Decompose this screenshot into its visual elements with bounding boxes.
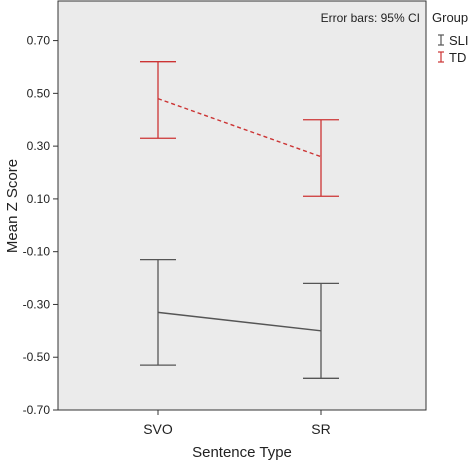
- y-tick-label: 0.10: [27, 192, 51, 206]
- x-tick-label: SVO: [143, 421, 173, 437]
- y-tick-label: -0.10: [23, 245, 51, 259]
- y-tick-label: 0.30: [27, 139, 51, 153]
- y-tick-label: -0.50: [23, 350, 51, 364]
- y-tick-label: 0.70: [27, 34, 51, 48]
- x-axis-title: Sentence Type: [192, 444, 292, 461]
- series-line-sli: [157, 311, 322, 332]
- y-tick-label: 0.50: [27, 86, 51, 100]
- y-tick-label: -0.70: [23, 403, 51, 417]
- y-axis-title: Mean Z Score: [4, 159, 21, 253]
- legend-label-td: TD: [449, 50, 466, 65]
- legend-label-sli: SLI: [449, 33, 469, 48]
- plot-area: [57, 0, 427, 411]
- series-layer: [140, 61, 339, 379]
- x-tick-label: SR: [311, 421, 330, 437]
- y-tick-label: -0.30: [23, 297, 51, 311]
- error-bar-annotation: Error bars: 95% CI: [321, 11, 420, 25]
- legend: Group SLI TD: [432, 10, 469, 65]
- y-axis: 0.70 0.50 0.30 0.10 -0.10 -0.30 -0.50 -0.70: [23, 34, 58, 417]
- legend-title: Group: [432, 10, 468, 25]
- series-line-td: [157, 97, 322, 158]
- x-axis: SVO SR: [143, 410, 331, 437]
